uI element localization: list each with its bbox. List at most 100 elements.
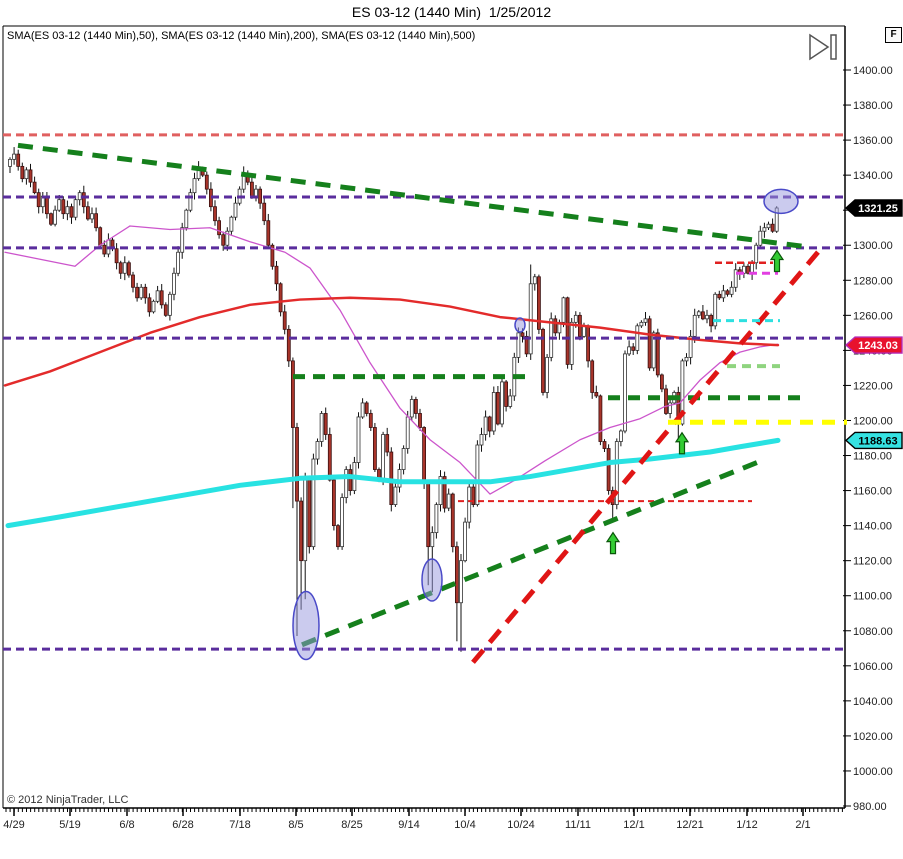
candle-down bbox=[717, 293, 722, 299]
ellipse-oct-high[interactable] bbox=[514, 317, 526, 333]
candle-down bbox=[143, 286, 148, 299]
y-axis-label: 1280.00 bbox=[853, 275, 893, 287]
candle-up bbox=[24, 169, 29, 180]
candle-down bbox=[606, 448, 611, 491]
candle-down bbox=[61, 199, 66, 215]
candle-up bbox=[438, 476, 443, 505]
candle-down bbox=[709, 314, 713, 327]
candle-up bbox=[561, 297, 566, 323]
copyright-notice: © 2012 NinjaTrader, LLC bbox=[7, 794, 129, 806]
candle-up bbox=[184, 209, 189, 229]
y-axis-label: 1360.00 bbox=[853, 135, 893, 147]
candle-down bbox=[131, 274, 135, 288]
candle-down bbox=[299, 500, 304, 562]
candle-down bbox=[660, 374, 664, 390]
candle-up bbox=[528, 283, 533, 355]
y-axis-label: 1260.00 bbox=[853, 310, 893, 322]
candle-down bbox=[450, 493, 455, 548]
candle-down bbox=[471, 486, 476, 505]
sma200-price-tag bbox=[844, 336, 903, 354]
candle-up bbox=[573, 314, 578, 323]
x-axis-label: 2/1 bbox=[795, 819, 810, 831]
candle-up bbox=[303, 476, 308, 562]
candle-up bbox=[692, 314, 697, 337]
candle-down bbox=[49, 213, 53, 225]
y-axis-label: 1080.00 bbox=[853, 626, 893, 638]
candle-up bbox=[53, 209, 57, 225]
x-axis-label: 1/12 bbox=[736, 819, 757, 831]
candle-up bbox=[233, 202, 238, 218]
candle-down bbox=[262, 202, 267, 222]
candle-down bbox=[524, 335, 529, 355]
sma500-line[interactable] bbox=[5, 437, 781, 529]
candle-down bbox=[94, 213, 98, 229]
sma500-price-tag-label: 1188.63 bbox=[858, 435, 897, 447]
x-axis-label: 8/25 bbox=[341, 819, 362, 831]
candle-up bbox=[254, 188, 258, 197]
candle-down bbox=[331, 479, 336, 527]
candle-down bbox=[86, 206, 90, 220]
sma200-line[interactable] bbox=[3, 296, 780, 387]
candle-up bbox=[475, 444, 480, 505]
sma50-line[interactable] bbox=[4, 225, 779, 495]
candle-down bbox=[204, 174, 209, 190]
candle-down bbox=[98, 227, 103, 246]
focus-button[interactable]: F bbox=[885, 27, 902, 43]
descending-trendline[interactable] bbox=[17, 142, 809, 250]
ascending-trendline-red[interactable] bbox=[471, 244, 825, 664]
candle-up bbox=[90, 213, 94, 220]
candle-down bbox=[266, 220, 271, 246]
ellipse-aug-low[interactable] bbox=[292, 590, 320, 661]
candle-up bbox=[73, 199, 78, 218]
candle-down bbox=[270, 244, 275, 267]
buy-arrow-2[interactable] bbox=[674, 431, 690, 455]
ascending-trendline-green[interactable] bbox=[301, 460, 758, 648]
buy-arrow-3[interactable] bbox=[769, 249, 785, 273]
ellipse-breakout[interactable] bbox=[763, 188, 799, 215]
candle-down bbox=[504, 381, 509, 407]
candle-up bbox=[57, 199, 62, 211]
candle-down bbox=[290, 360, 295, 428]
y-axis-label: 1100.00 bbox=[853, 591, 892, 603]
y-axis-label: 1140.00 bbox=[853, 521, 892, 533]
candle-down bbox=[422, 427, 427, 484]
candle-down bbox=[495, 392, 500, 425]
y-axis-label: 1040.00 bbox=[853, 696, 893, 708]
candle-up bbox=[315, 441, 320, 460]
candle-up bbox=[401, 448, 406, 470]
candle-up bbox=[225, 230, 230, 246]
candle-up bbox=[459, 560, 463, 604]
candle-up bbox=[151, 300, 156, 313]
y-axis-label: 1000.00 bbox=[853, 766, 893, 778]
y-axis-label: 1400.00 bbox=[853, 65, 893, 77]
ellipse-sep-low[interactable] bbox=[421, 558, 443, 602]
x-axis-label: 5/19 bbox=[59, 819, 80, 831]
candle-down bbox=[725, 290, 730, 295]
candle-up bbox=[758, 230, 763, 246]
candle-down bbox=[426, 483, 431, 548]
candle-up bbox=[643, 318, 648, 323]
candle-down bbox=[258, 188, 263, 204]
candle-up bbox=[721, 290, 726, 299]
x-axis-label: 12/1 bbox=[623, 819, 644, 831]
candle-up bbox=[582, 325, 586, 337]
candle-down bbox=[348, 469, 353, 491]
candle-down bbox=[590, 360, 595, 393]
candle-up bbox=[311, 458, 316, 548]
candle-down bbox=[664, 388, 668, 414]
candle-down bbox=[565, 297, 570, 365]
candle-up bbox=[705, 314, 709, 320]
candle-up bbox=[463, 521, 468, 562]
candle-down bbox=[594, 392, 599, 397]
candle-up bbox=[668, 402, 672, 414]
go-to-last-bar-icon[interactable] bbox=[806, 32, 840, 62]
candle-down bbox=[81, 192, 86, 208]
candle-up bbox=[651, 332, 656, 369]
candle-down bbox=[286, 328, 291, 362]
candle-down bbox=[454, 546, 459, 604]
candle-up bbox=[155, 290, 160, 302]
candle-down bbox=[647, 318, 652, 369]
buy-arrow-1[interactable] bbox=[605, 531, 621, 555]
